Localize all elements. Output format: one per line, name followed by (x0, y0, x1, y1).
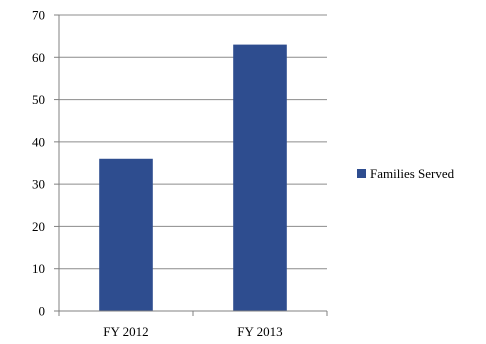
y-tick-label: 0 (39, 304, 46, 319)
y-tick-label: 50 (32, 92, 45, 107)
x-axis-labels: FY 2012 FY 2013 (58, 311, 328, 339)
y-tick-label: 70 (32, 8, 45, 23)
bar-fy-2013 (233, 44, 287, 311)
legend-label: Families Served (370, 166, 455, 181)
y-tick-label: 40 (32, 134, 45, 149)
bars (99, 44, 287, 311)
bar-fy-2012 (99, 158, 153, 311)
y-tick-label: 20 (32, 219, 45, 234)
y-tick-label: 10 (32, 261, 45, 276)
y-axis-ticks: 0 10 20 30 40 50 60 70 (32, 8, 59, 319)
legend-swatch (357, 169, 366, 178)
legend: Families Served (357, 166, 455, 181)
y-tick-label: 60 (32, 50, 45, 65)
y-tick-label: 30 (32, 177, 45, 192)
x-tick-label: FY 2012 (103, 324, 148, 339)
x-tick-label: FY 2013 (237, 324, 282, 339)
